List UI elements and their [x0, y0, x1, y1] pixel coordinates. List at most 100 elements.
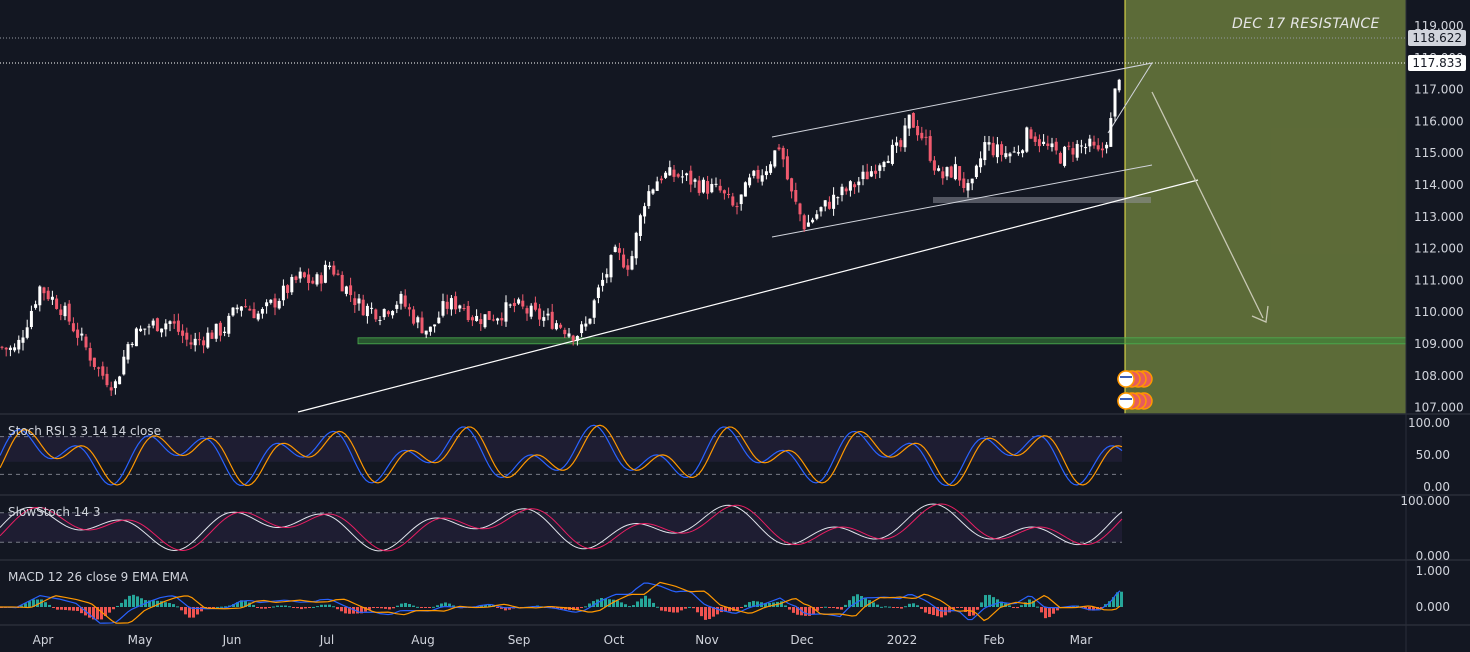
candle-body — [29, 310, 33, 327]
macd-histogram-bar — [748, 602, 751, 607]
candle-body — [769, 164, 773, 173]
time-axis-label: 2022 — [887, 633, 918, 647]
price-axis-tick: 110.000 — [1414, 305, 1464, 319]
candle-body — [962, 178, 966, 188]
macd-histogram-bar — [32, 599, 35, 607]
candle-body — [42, 287, 46, 294]
candle-body — [1092, 141, 1096, 146]
macd-histogram-bar — [920, 607, 923, 609]
macd-tick: 0.000 — [1415, 600, 1450, 614]
macd-histogram-bar — [48, 604, 51, 607]
candle-body — [550, 311, 554, 329]
candle-body — [365, 305, 369, 317]
candle-body — [676, 174, 680, 177]
candle-body — [416, 317, 420, 323]
candle-body — [71, 323, 75, 332]
macd-histogram-bar — [692, 607, 695, 609]
slow-stoch-tick: 100.000 — [1400, 494, 1450, 508]
macd-histogram-bar — [152, 600, 155, 607]
stoch-rsi-tick: 0.00 — [1423, 480, 1450, 494]
macd-histogram-bar — [412, 605, 415, 607]
candle-body — [504, 302, 508, 322]
macd-histogram-bar — [928, 607, 931, 615]
macd-histogram-bar — [172, 604, 175, 607]
slow-stoch-tick: 0.000 — [1415, 549, 1450, 563]
candle-body — [130, 343, 134, 346]
macd-histogram-bar — [1100, 607, 1103, 609]
macd-histogram-bar — [308, 607, 311, 608]
candle-body — [395, 304, 399, 309]
macd-histogram-bar — [148, 600, 151, 607]
macd-histogram-bar — [900, 607, 903, 609]
candle-body — [13, 347, 17, 351]
macd-histogram-bar — [700, 607, 703, 617]
candle-body — [848, 181, 852, 191]
candle-body — [689, 170, 693, 185]
macd-histogram-bar — [348, 607, 351, 614]
macd-histogram-bar — [648, 598, 651, 607]
candle-body — [853, 184, 857, 188]
candle-body — [538, 308, 542, 320]
candle-body — [953, 164, 957, 180]
macd-histogram-bar — [908, 603, 911, 607]
candle-body — [869, 171, 873, 177]
candle-body — [445, 301, 449, 309]
candle-body — [995, 144, 999, 158]
candle-body — [571, 335, 575, 341]
macd-histogram-bar — [848, 600, 851, 607]
candle-body — [672, 169, 676, 177]
candle-body — [563, 329, 567, 335]
time-axis-label: Sep — [508, 633, 531, 647]
macd-histogram-bar — [592, 601, 595, 607]
macd-label[interactable]: MACD 12 26 close 9 EMA EMA — [8, 570, 189, 584]
price-axis-tick: 117.000 — [1414, 83, 1464, 97]
candle-body — [693, 179, 697, 182]
candle-body — [546, 313, 550, 316]
candle-body — [949, 166, 953, 178]
stoch-rsi-label[interactable]: Stoch RSI 3 3 14 14 close — [8, 424, 161, 438]
candle-body — [470, 317, 474, 321]
macd-histogram-bar — [40, 599, 43, 607]
candle-body — [773, 150, 777, 167]
candle-body — [319, 275, 323, 284]
macd-signal-line — [0, 581, 1121, 624]
candle-body — [798, 203, 802, 215]
macd-histogram-bar — [820, 607, 823, 608]
macd-histogram-bar — [272, 606, 275, 608]
candle-body — [1046, 143, 1050, 146]
candle-body — [160, 328, 164, 333]
macd-histogram-bar — [588, 603, 591, 607]
macd-histogram-bar — [1120, 591, 1123, 607]
macd-histogram-bar — [740, 607, 743, 608]
macd-histogram-bar — [380, 607, 383, 609]
macd-histogram-bar — [836, 607, 839, 609]
candle-body — [1084, 147, 1088, 149]
candle-body — [878, 165, 882, 171]
candle-body — [806, 222, 810, 227]
candle-body — [206, 332, 210, 348]
macd-histogram-bar — [624, 604, 627, 607]
support-band — [357, 337, 1407, 345]
candle-body — [659, 178, 663, 181]
candle-body — [680, 176, 684, 178]
macd-histogram-bar — [480, 605, 483, 607]
candle-body — [1100, 148, 1104, 151]
candle-body — [105, 373, 109, 386]
candle-body — [340, 274, 344, 292]
candle-body — [256, 313, 260, 320]
candle-body — [1096, 145, 1100, 150]
candle-body — [1054, 141, 1058, 151]
resistance-annotation: DEC 17 RESISTANCE — [1232, 16, 1380, 32]
macd-histogram-bar — [1112, 597, 1115, 607]
macd-histogram-bar — [36, 599, 39, 607]
macd-histogram-bar — [136, 596, 139, 607]
candle-body — [512, 302, 516, 307]
candle-body — [311, 280, 315, 284]
candle-body — [655, 181, 659, 191]
macd-histogram-bar — [556, 607, 559, 609]
macd-histogram-bar — [696, 607, 699, 613]
slow-stoch-label[interactable]: SlowStoch 14 3 — [8, 505, 101, 519]
macd-histogram-bar — [156, 600, 159, 607]
macd-histogram-bar — [244, 601, 247, 607]
